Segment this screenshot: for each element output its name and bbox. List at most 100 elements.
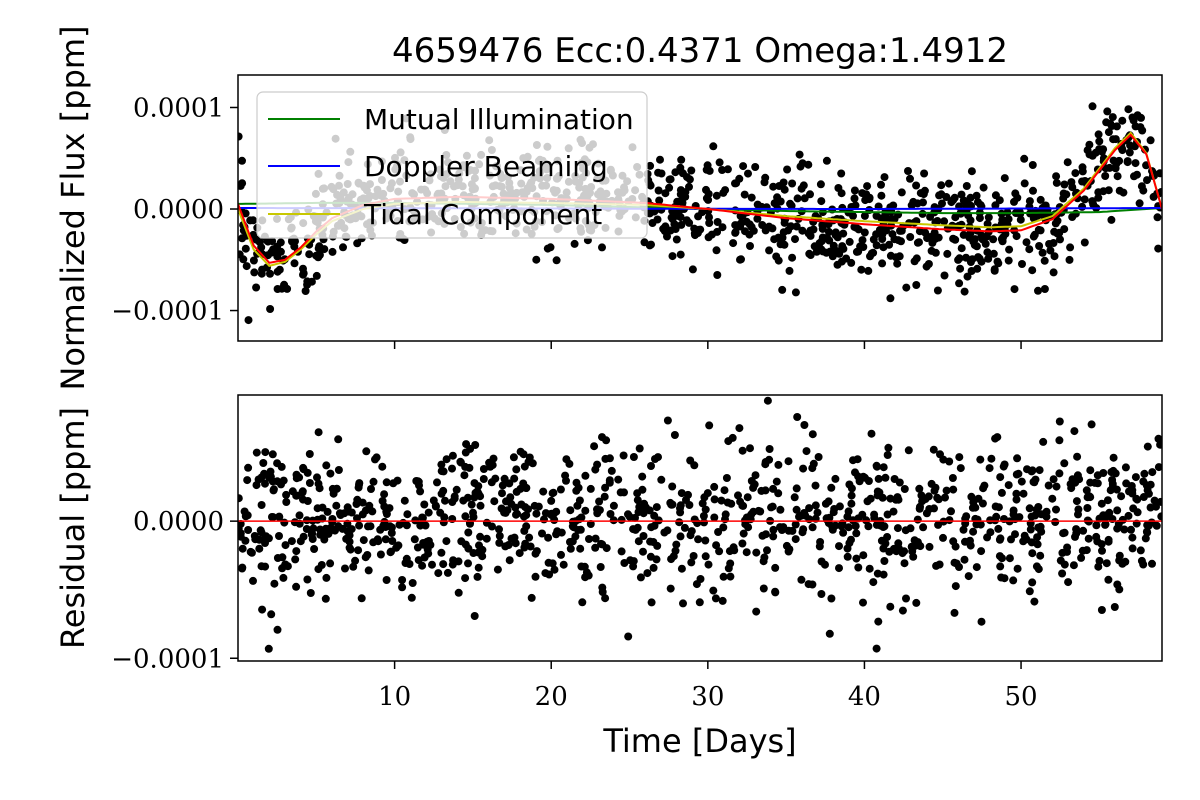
bottom-data-point xyxy=(345,543,354,552)
top-data-point xyxy=(749,226,758,235)
bottom-data-point xyxy=(879,544,888,553)
bottom-data-point xyxy=(672,540,681,549)
bottom-data-point xyxy=(550,565,559,574)
bottom-data-point xyxy=(1074,505,1083,514)
top-data-point xyxy=(676,190,685,199)
top-data-point xyxy=(817,237,826,246)
bottom-data-point xyxy=(1097,499,1106,508)
bottom-data-point xyxy=(1004,481,1013,490)
top-data-point xyxy=(737,255,745,264)
bottom-data-point xyxy=(813,508,822,517)
bottom-data-point xyxy=(725,547,734,556)
bottom-data-point xyxy=(1104,575,1113,584)
bottom-data-point xyxy=(851,522,860,531)
top-data-point xyxy=(949,196,958,204)
bottom-data-point xyxy=(1121,557,1130,566)
bottom-data-point xyxy=(1082,486,1091,495)
bottom-data-point xyxy=(909,552,918,561)
top-data-point xyxy=(1020,179,1029,188)
bottom-data-point xyxy=(1098,546,1106,555)
top-data-point xyxy=(747,193,756,202)
bottom-x-ticks: 10 20 30 40 50 xyxy=(378,661,1038,712)
top-data-point xyxy=(1010,197,1018,206)
top-data-point xyxy=(712,246,721,255)
top-data-point xyxy=(1055,228,1064,237)
top-data-point xyxy=(760,178,769,187)
bottom-data-point xyxy=(1069,561,1078,570)
bottom-data-point xyxy=(470,612,479,620)
top-data-point xyxy=(266,269,274,278)
bottom-data-points xyxy=(238,396,1162,653)
bottom-data-point xyxy=(959,525,968,534)
bottom-data-point xyxy=(746,444,754,453)
top-data-point xyxy=(962,201,970,210)
bottom-data-point xyxy=(585,535,593,543)
top-data-point xyxy=(238,234,247,243)
bottom-data-point xyxy=(394,541,403,550)
top-data-point xyxy=(960,287,969,296)
bottom-data-point xyxy=(1072,497,1081,506)
bottom-data-point xyxy=(596,563,605,571)
bottom-data-point xyxy=(649,563,658,572)
bottom-data-point xyxy=(693,519,702,528)
bottom-data-point xyxy=(949,485,958,494)
top-data-point xyxy=(1022,238,1031,247)
top-data-point xyxy=(966,193,975,202)
bottom-data-point xyxy=(1083,504,1092,512)
bottom-data-point xyxy=(747,477,756,485)
bottom-data-point xyxy=(381,535,390,544)
bottom-data-point xyxy=(670,431,679,439)
legend-tidal-component-label: Tidal Component xyxy=(363,198,602,231)
bottom-data-point xyxy=(408,579,417,587)
bottom-data-point xyxy=(835,564,843,573)
top-data-point xyxy=(713,218,722,226)
top-data-point xyxy=(912,181,921,190)
bottom-data-point xyxy=(355,521,364,530)
bottom-data-point xyxy=(1034,503,1043,511)
top-x-ticks xyxy=(393,341,1022,349)
bottom-data-point xyxy=(847,491,856,500)
bottom-data-point xyxy=(482,534,491,543)
bottom-data-point xyxy=(687,527,696,536)
top-data-point xyxy=(877,180,885,189)
bottom-data-point xyxy=(1026,525,1035,534)
bottom-data-point xyxy=(872,461,881,470)
top-data-point xyxy=(828,252,837,261)
bottom-data-point xyxy=(1128,489,1137,498)
top-data-point xyxy=(835,249,844,258)
bottom-data-point xyxy=(895,478,904,487)
bottom-data-point xyxy=(1118,515,1127,524)
bottom-data-point xyxy=(749,483,758,492)
top-data-point xyxy=(1080,238,1089,247)
bottom-data-point xyxy=(765,455,774,464)
top-data-point xyxy=(1130,172,1138,181)
bottom-data-point xyxy=(1097,606,1106,614)
bottom-data-point xyxy=(1092,521,1101,530)
top-data-point xyxy=(791,288,800,297)
bottom-data-point xyxy=(260,469,269,478)
bottom-data-point xyxy=(292,547,301,556)
bottom-data-point xyxy=(804,580,813,589)
top-data-point xyxy=(997,235,1006,244)
bottom-data-point xyxy=(710,513,719,522)
top-data-point xyxy=(1113,172,1122,181)
bottom-data-point xyxy=(531,572,540,581)
bottom-data-point xyxy=(793,413,802,421)
bottom-data-point xyxy=(314,565,323,574)
top-data-point xyxy=(655,196,664,205)
bottom-data-point xyxy=(574,526,583,534)
bottom-data-point xyxy=(906,524,915,533)
bottom-data-point xyxy=(429,496,438,505)
bottom-data-point xyxy=(689,552,698,560)
top-data-point xyxy=(1062,190,1071,199)
bottom-data-point xyxy=(929,445,938,454)
bottom-data-point xyxy=(1112,485,1121,494)
bottom-data-point xyxy=(305,450,314,458)
top-data-point xyxy=(1029,232,1038,241)
top-data-point xyxy=(263,251,272,260)
top-data-point xyxy=(1049,239,1058,247)
bottom-data-point xyxy=(1120,525,1129,534)
bottom-data-point xyxy=(600,492,609,501)
top-data-point xyxy=(913,238,922,247)
bottom-data-point xyxy=(1071,532,1079,541)
